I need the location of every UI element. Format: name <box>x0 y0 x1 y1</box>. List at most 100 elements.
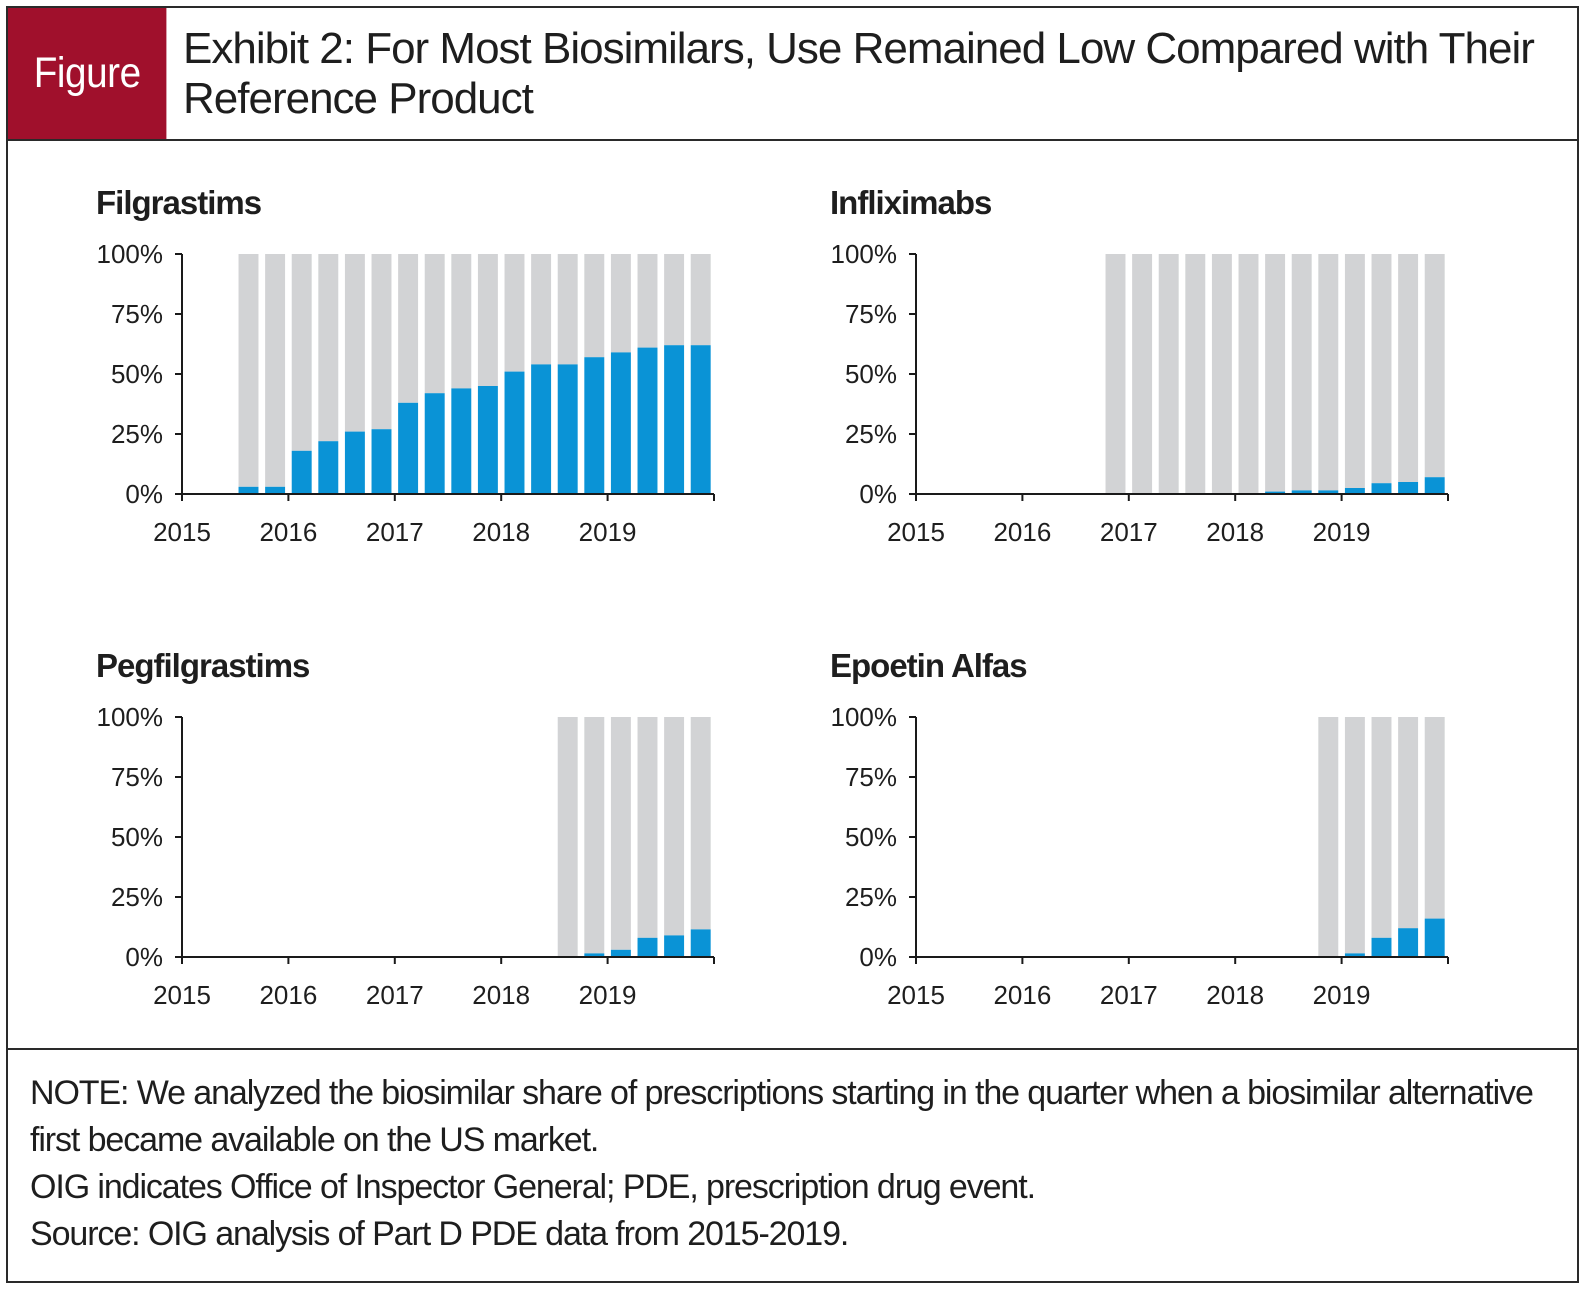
figure-header: Figure Exhibit 2: For Most Biosimilars, … <box>8 8 1577 141</box>
x-tick-label: 2018 <box>1206 517 1264 547</box>
note-text: NOTE: We analyzed the biosimilar share o… <box>30 1074 1534 1159</box>
biosimilar-bar <box>371 429 392 494</box>
reference-bar <box>1398 254 1419 482</box>
reference-bar <box>557 717 578 957</box>
biosimilar-bar <box>1371 483 1392 494</box>
biosimilar-bar <box>398 402 419 494</box>
biosimilar-bar <box>1344 488 1365 494</box>
abbreviation-text: OIG indicates Office of Inspector Genera… <box>30 1168 1036 1206</box>
reference-bar <box>1211 254 1232 494</box>
chart-title: Infliximabs <box>830 184 991 221</box>
biosimilar-bar <box>690 929 711 957</box>
reference-bar <box>1344 717 1365 954</box>
y-tick-label: 75% <box>111 762 163 792</box>
biosimilar-bar <box>557 364 578 494</box>
reference-bar <box>584 254 605 358</box>
reference-bar <box>1424 717 1445 919</box>
x-tick-label: 2015 <box>153 980 211 1010</box>
figure-badge: Figure <box>8 8 167 139</box>
y-tick-label: 0% <box>125 942 163 972</box>
x-tick-label: 2015 <box>153 517 211 547</box>
reference-bar <box>637 717 658 938</box>
biosimilar-bar <box>531 364 552 494</box>
biosimilar-bar <box>664 935 685 957</box>
chart-title: Pegfilgrastims <box>96 647 309 684</box>
y-tick-label: 100% <box>97 239 164 269</box>
reference-bar <box>1371 254 1392 484</box>
reference-bar <box>318 254 339 442</box>
reference-bar <box>1371 717 1392 938</box>
y-tick-label: 75% <box>845 299 897 329</box>
reference-bar <box>531 254 552 365</box>
biosimilar-bar <box>265 486 286 494</box>
reference-bar <box>557 254 578 365</box>
biosimilar-bar <box>690 345 711 494</box>
biosimilar-bar <box>291 450 312 494</box>
reference-bar <box>344 254 365 432</box>
chart-panel-0: Filgrastims 100% 75% 50% 25% 0% 2015 2016 2017 20… <box>96 184 715 547</box>
biosimilar-bar <box>1371 937 1392 957</box>
x-tick-label: 2016 <box>259 980 317 1010</box>
biosimilar-bar <box>504 371 525 494</box>
reference-bar <box>1318 254 1339 491</box>
reference-bar <box>690 254 711 346</box>
biosimilar-bar <box>1424 918 1445 957</box>
x-tick-label: 2018 <box>472 517 530 547</box>
y-tick-label: 75% <box>111 299 163 329</box>
charts-area: Filgrastims 100% 75% 50% 25% 0% 2015 2016 2017 20… <box>96 184 1449 1010</box>
reference-bar <box>1238 254 1259 494</box>
x-tick-label: 2017 <box>1100 980 1158 1010</box>
biosimilar-bar <box>637 937 658 957</box>
chart-panel-2: Pegfilgrastims 100% 75% 50% 25% 0% 2015 2016 201… <box>96 647 715 1010</box>
reference-bar <box>664 717 685 936</box>
x-tick-label: 2016 <box>993 980 1051 1010</box>
x-tick-label: 2015 <box>887 980 945 1010</box>
y-tick-label: 50% <box>111 359 163 389</box>
chart-panel-1: Infliximabs 100% 75% 50% 25% 0% 2015 2016 2017 20… <box>830 184 1449 547</box>
biosimilar-bar <box>1344 953 1365 957</box>
y-tick-label: 25% <box>111 419 163 449</box>
biosimilar-bar <box>610 352 631 494</box>
reference-bar <box>398 254 419 403</box>
reference-bar <box>664 254 685 346</box>
x-tick-label: 2016 <box>259 517 317 547</box>
reference-bar <box>504 254 525 372</box>
reference-bar <box>1318 717 1339 957</box>
x-tick-label: 2019 <box>1313 517 1371 547</box>
reference-bar <box>610 254 631 353</box>
reference-bar <box>1105 254 1126 494</box>
y-tick-label: 0% <box>859 479 897 509</box>
biosimilar-bar <box>424 393 445 494</box>
y-tick-label: 50% <box>845 822 897 852</box>
reference-bar <box>1291 254 1312 491</box>
biosimilar-bar <box>318 441 339 494</box>
reference-bar <box>1265 254 1286 492</box>
reference-bar <box>1158 254 1179 494</box>
biosimilar-bar <box>1291 490 1312 494</box>
reference-bar <box>1424 254 1445 478</box>
biosimilar-bar <box>451 388 472 494</box>
biosimilar-bar <box>637 347 658 494</box>
reference-bar <box>424 254 445 394</box>
x-tick-label: 2017 <box>366 517 424 547</box>
biosimilar-bar <box>584 953 605 957</box>
biosimilar-bar <box>1398 482 1419 494</box>
chart-panel-3: Epoetin Alfas 100% 75% 50% 25% 0% 2015 2016 2017… <box>830 647 1449 1010</box>
biosimilar-bar <box>1424 477 1445 494</box>
reference-bar <box>451 254 472 389</box>
y-tick-label: 100% <box>97 702 164 732</box>
y-tick-label: 0% <box>125 479 163 509</box>
x-tick-label: 2017 <box>1100 517 1158 547</box>
x-tick-label: 2017 <box>366 980 424 1010</box>
y-tick-label: 0% <box>859 942 897 972</box>
reference-bar <box>1398 717 1419 929</box>
reference-bar <box>1132 254 1153 494</box>
x-tick-label: 2016 <box>993 517 1051 547</box>
x-tick-label: 2019 <box>579 517 637 547</box>
reference-bar <box>610 717 631 950</box>
x-tick-label: 2015 <box>887 517 945 547</box>
source-text: Source: OIG analysis of Part D PDE data … <box>30 1215 849 1253</box>
biosimilar-bar <box>477 386 498 494</box>
y-tick-label: 100% <box>831 239 898 269</box>
reference-bar <box>584 717 605 954</box>
